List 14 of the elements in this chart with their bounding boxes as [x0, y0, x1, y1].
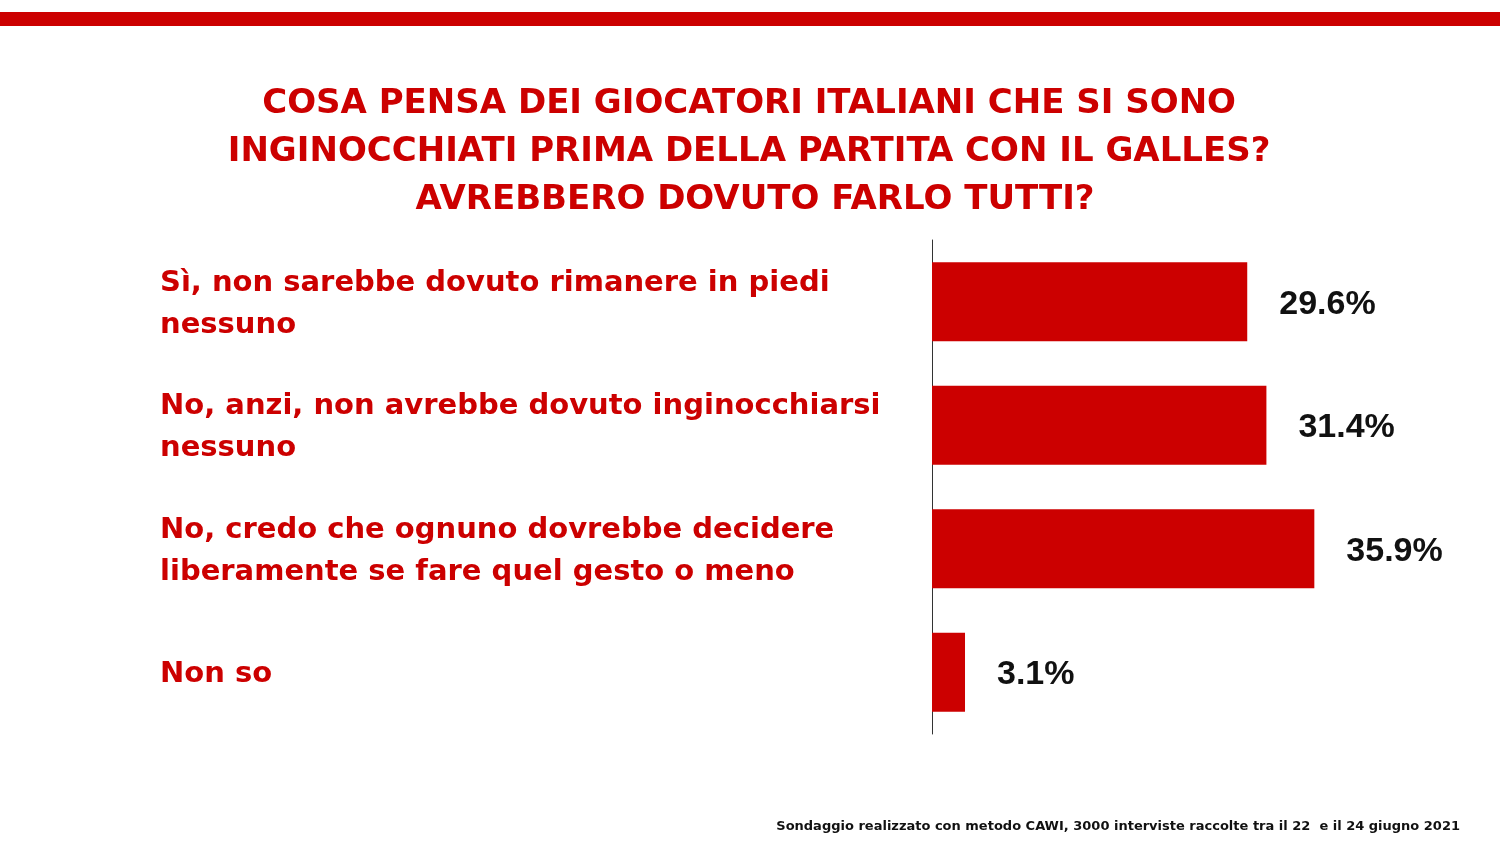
bar	[932, 385, 1267, 465]
bar	[932, 632, 966, 712]
data-label: 31.4%	[1298, 406, 1395, 445]
bar	[932, 509, 1315, 589]
data-label: 3.1%	[997, 653, 1075, 692]
chart-title: COSA PENSA DEI GIOCATORI ITALIANI CHE SI SONO INGINOCCHIATI PRIMA DELLA PARTITA CON IL GALLES? AVREBBERO DOVUTO FARLO TUTTI?	[227, 81, 1283, 217]
y-tick-label: Non so	[160, 655, 273, 690]
bar	[932, 262, 1248, 342]
y-tick-label: No, credo che ognuno dovrebbe decidere liberamente se fare quel gesto o meno	[160, 510, 845, 587]
y-tick-label: No, anzi, non avrebbe dovuto inginocchiarsi nessuno	[160, 387, 891, 464]
text: Sondaggio realizzato con metodo CAWI, 3000 interviste raccolte tra il 22 e il 24 giugno 2021	[776, 818, 1460, 833]
y-tick-label: Sì, non sarebbe dovuto rimanere in piedi nessuno	[160, 263, 840, 340]
data-label: 29.6%	[1279, 282, 1376, 321]
data-label: 35.9%	[1346, 529, 1443, 568]
